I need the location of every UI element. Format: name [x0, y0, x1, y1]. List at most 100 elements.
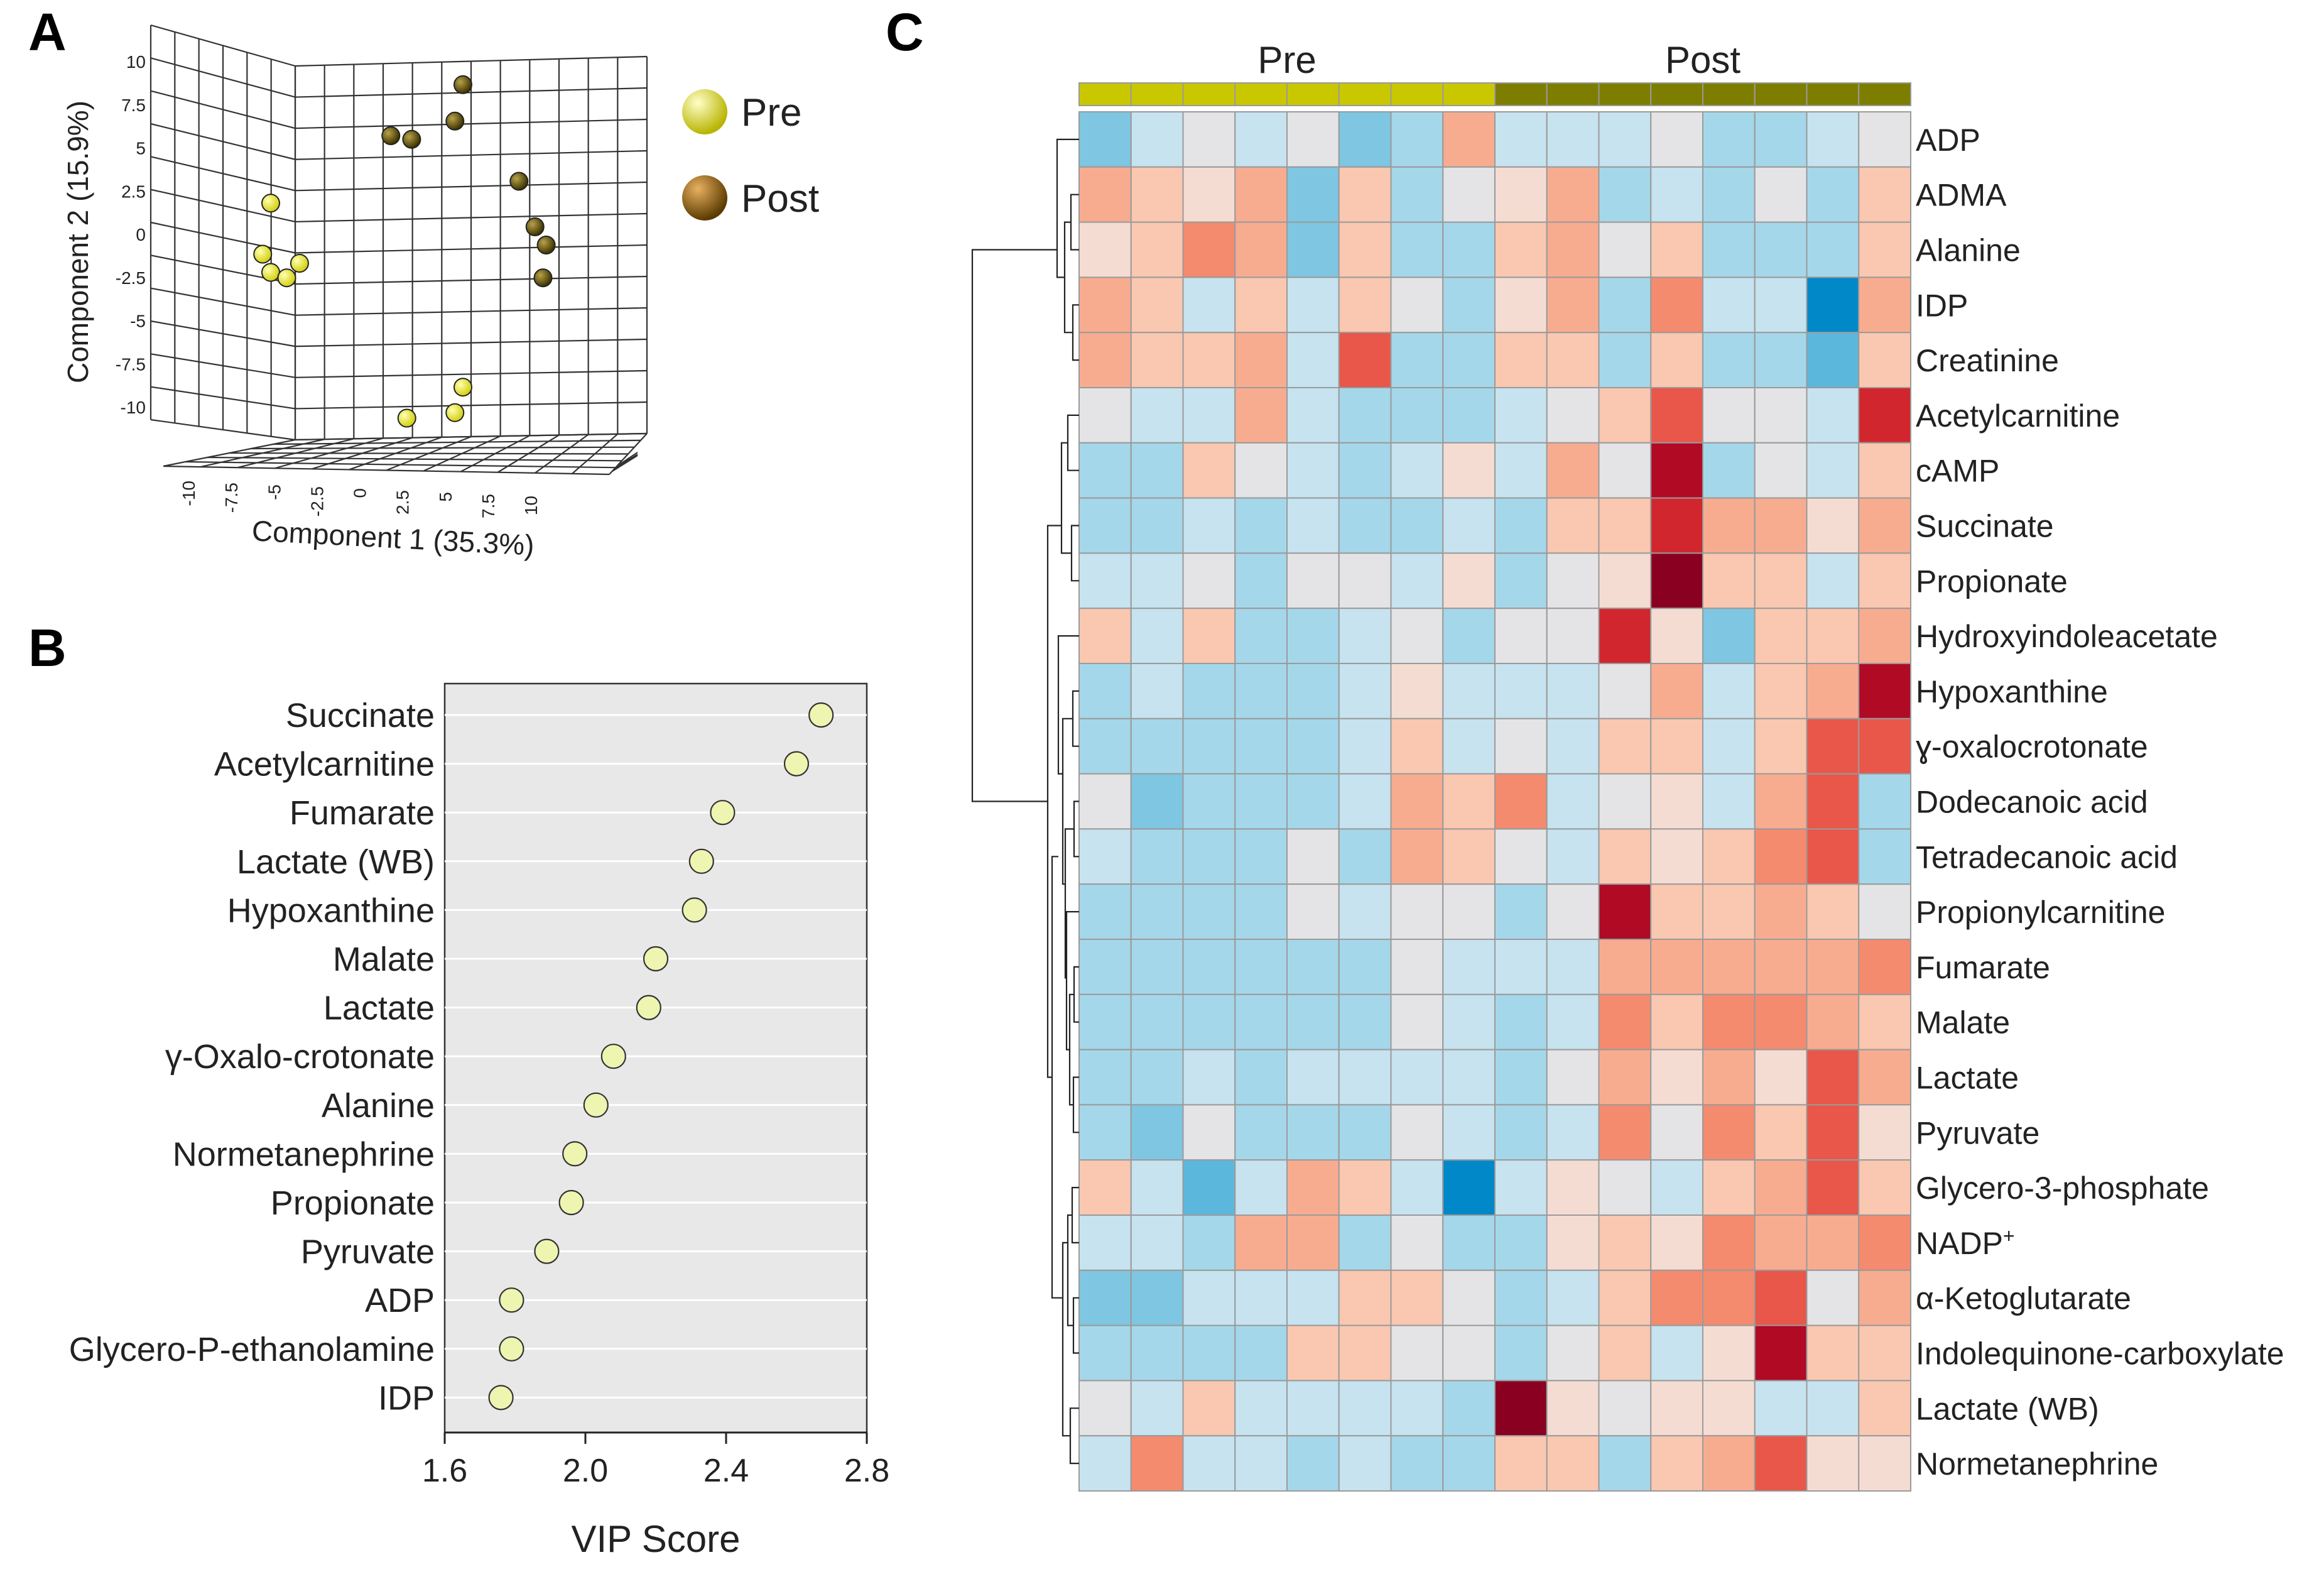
heatmap-cell: [1754, 663, 1808, 719]
heatmap-cell: [1858, 111, 1911, 168]
heatmap-cell: [1754, 1049, 1808, 1106]
heatmap-cell: [1338, 608, 1392, 665]
y-tick-label: -2.5: [116, 268, 146, 288]
heatmap-cell: [1754, 166, 1808, 223]
heatmap-cell: [1234, 1380, 1288, 1437]
heatmap-cell: [1858, 608, 1911, 665]
heatmap-cell: [1286, 1435, 1340, 1492]
heatmap-cell: [1234, 276, 1288, 334]
heatmap-cell: [1078, 332, 1132, 389]
heatmap-cell: [1078, 1049, 1132, 1106]
heatmap-cell: [1182, 718, 1236, 775]
heatmap-cell: [1338, 332, 1392, 389]
heatmap-cell: [1806, 1435, 1860, 1492]
heatmap-row-label: Hypoxanthine: [1916, 674, 2108, 709]
heatmap-cell: [1390, 939, 1444, 995]
heatmap-cell: [1442, 387, 1496, 444]
heatmap-cell: [1286, 939, 1340, 995]
heatmap-cell: [1650, 442, 1703, 499]
heatmap-cell: [1702, 276, 1756, 334]
heatmap-cell: [1650, 1435, 1703, 1492]
heatmap-cell: [1546, 387, 1600, 444]
pca-point-pre: [397, 408, 416, 428]
heatmap-cell: [1546, 1324, 1600, 1382]
heatmap-cell: [1338, 442, 1392, 499]
heatmap-cell: [1390, 221, 1444, 278]
heatmap-cell: [1234, 1104, 1288, 1161]
heatmap-cell: [1494, 387, 1548, 444]
heatmap-cell: [1286, 608, 1340, 665]
heatmap-cell: [1234, 111, 1288, 168]
heatmap-cell: [1390, 1214, 1444, 1271]
heatmap-cell: [1078, 828, 1132, 885]
heatmap-row-label: NADP+: [1916, 1225, 2015, 1261]
heatmap-cell: [1546, 608, 1600, 665]
pca-point-pre: [261, 263, 280, 282]
heatmap-row-label: Tetradecanoic acid: [1916, 839, 2178, 875]
vip-x-tick-label: 1.6: [422, 1453, 467, 1489]
group-bar-cell-post: [1598, 82, 1652, 106]
heatmap-cell: [1130, 1104, 1184, 1161]
heatmap-row-label: Lactate: [1916, 1061, 2019, 1096]
vip-point: [499, 1336, 524, 1362]
heatmap-row-label: Acetylcarnitine: [1916, 398, 2120, 434]
group-bar-cell-post: [1494, 82, 1548, 106]
heatmap-cell: [1650, 993, 1703, 1051]
heatmap-cell: [1078, 663, 1132, 719]
group-bar-cell-post: [1650, 82, 1703, 106]
heatmap-cell: [1130, 1159, 1184, 1216]
heatmap-cell: [1442, 1380, 1496, 1437]
heatmap-row-label: IDP: [1916, 288, 1968, 323]
heatmap-cell: [1806, 111, 1860, 168]
pca-point-post: [536, 236, 556, 254]
heatmap-row-label: Succinate: [1916, 509, 2054, 544]
heatmap-cell: [1546, 773, 1600, 830]
vip-category-label: Malate: [333, 941, 435, 978]
pca-point-pre: [253, 244, 273, 264]
heatmap-cell: [1130, 1269, 1184, 1326]
heatmap-cell: [1442, 773, 1496, 830]
heatmap-cell: [1494, 1104, 1548, 1161]
heatmap-cell: [1598, 1104, 1652, 1161]
heatmap-cell: [1546, 1159, 1600, 1216]
heatmap-cell: [1286, 1159, 1340, 1216]
heatmap-cell: [1286, 1324, 1340, 1382]
heatmap-cell: [1130, 608, 1184, 665]
x-axis-label: Component 1 (35.3%): [251, 514, 535, 561]
heatmap-cell: [1390, 1104, 1444, 1161]
heatmap-cell: [1390, 1324, 1444, 1382]
heatmap-cell: [1286, 497, 1340, 554]
heatmap-cell: [1234, 883, 1288, 940]
heatmap-cell: [1858, 1380, 1911, 1437]
heatmap-cell: [1338, 1159, 1392, 1216]
heatmap-row-label: Propionylcarnitine: [1916, 895, 2165, 930]
heatmap-cell: [1130, 221, 1184, 278]
group-bar-cell-pre: [1442, 82, 1496, 106]
vip-category-label: Lactate: [323, 990, 435, 1027]
heatmap-cell: [1234, 1214, 1288, 1271]
heatmap-cell: [1806, 276, 1860, 334]
heatmap-cell: [1182, 166, 1236, 223]
heatmap-cell: [1338, 497, 1392, 554]
heatmap-cell: [1078, 221, 1132, 278]
heatmap-cell: [1442, 608, 1496, 665]
panel-label-b: B: [28, 618, 67, 677]
vip-category-label: Propionate: [271, 1184, 435, 1222]
heatmap-cell: [1494, 1049, 1548, 1106]
heatmap-cell: [1494, 442, 1548, 499]
heatmap-cell: [1078, 497, 1132, 554]
heatmap-cell: [1858, 221, 1911, 278]
heatmap-cell: [1286, 1104, 1340, 1161]
heatmap-cell: [1494, 608, 1548, 665]
heatmap-cell: [1858, 1214, 1911, 1271]
vip-point: [688, 848, 714, 874]
heatmap-cell: [1806, 883, 1860, 940]
heatmap-cell: [1494, 111, 1548, 168]
heatmap-cell: [1130, 497, 1184, 554]
group-bar-cell-post: [1806, 82, 1860, 106]
heatmap-cell: [1494, 993, 1548, 1051]
heatmap-row-label: Indolequinone-carboxylate: [1916, 1336, 2284, 1372]
pca-point-post: [381, 126, 401, 145]
heatmap-cell: [1546, 552, 1600, 609]
heatmap-cell: [1858, 1324, 1911, 1382]
